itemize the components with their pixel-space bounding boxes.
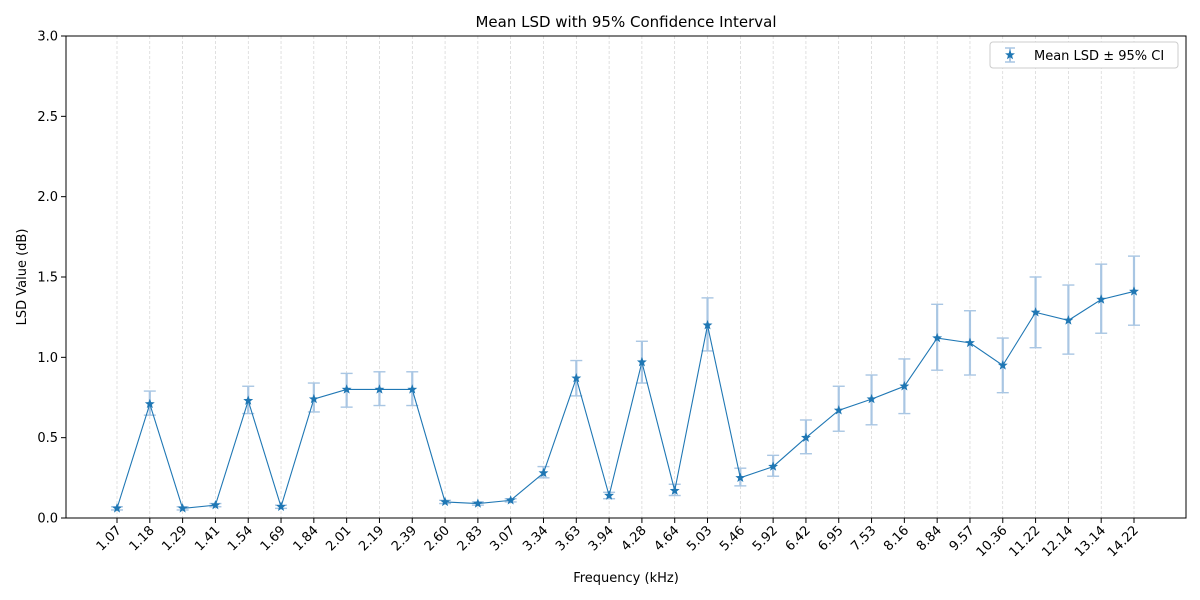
data-point-0 <box>112 503 122 513</box>
data-point-31 <box>1129 286 1139 296</box>
data-point-9 <box>407 384 418 394</box>
data-point-11 <box>472 498 483 508</box>
y-tick-label: 0.5 <box>37 431 58 446</box>
data-point-5 <box>276 501 286 511</box>
data-point-8 <box>374 384 385 394</box>
data-point-18 <box>702 320 713 330</box>
data-point-3 <box>210 499 221 510</box>
data-point-21 <box>800 432 811 442</box>
y-tick-label: 0.0 <box>37 512 58 527</box>
data-points <box>112 286 1139 513</box>
data-point-6 <box>308 393 319 404</box>
data-point-14 <box>571 373 582 383</box>
y-tick-label: 1.5 <box>37 271 58 286</box>
data-point-19 <box>735 472 746 483</box>
data-point-28 <box>1030 307 1041 317</box>
x-grid <box>116 36 1135 518</box>
data-point-17 <box>669 485 680 495</box>
data-point-4 <box>243 395 254 405</box>
y-axis-ticks: 0.0 0.5 1.0 1.5 2.0 2.5 3.0 <box>37 30 66 527</box>
data-point-24 <box>899 381 910 391</box>
data-point-25 <box>932 332 943 343</box>
legend-box <box>989 41 1179 69</box>
y-tick-label: 1.0 <box>37 351 58 366</box>
chart-title: Mean LSD with 95% Confidence Interval <box>475 13 776 31</box>
data-point-2 <box>177 503 188 513</box>
data-point-27 <box>997 360 1008 370</box>
series-line-group <box>116 290 1135 509</box>
data-point-10 <box>440 496 451 507</box>
data-point-20 <box>768 461 779 471</box>
legend-star-icon <box>1005 49 1015 60</box>
y-tick-label: 3.0 <box>37 30 58 45</box>
data-point-13 <box>538 467 549 478</box>
data-point-26 <box>965 337 975 348</box>
data-point-29 <box>1063 315 1074 325</box>
data-point-22 <box>833 405 844 415</box>
x-axis-label: Frequency (kHz) <box>573 571 679 586</box>
data-point-16 <box>636 356 647 367</box>
legend: Mean LSD ± 95% CI <box>989 41 1179 69</box>
y-axis-label: LSD Value (dB) <box>15 229 30 326</box>
data-point-15 <box>604 490 615 500</box>
data-point-1 <box>144 398 155 409</box>
data-point-12 <box>505 495 516 505</box>
data-point-30 <box>1096 294 1107 304</box>
data-point-7 <box>341 384 352 394</box>
data-point-23 <box>866 393 877 404</box>
y-tick-label: 2.0 <box>37 190 58 205</box>
legend-label: Mean LSD ± 95% CI <box>1034 49 1164 64</box>
y-tick-label: 2.5 <box>37 110 58 125</box>
series-line <box>116 290 1135 509</box>
